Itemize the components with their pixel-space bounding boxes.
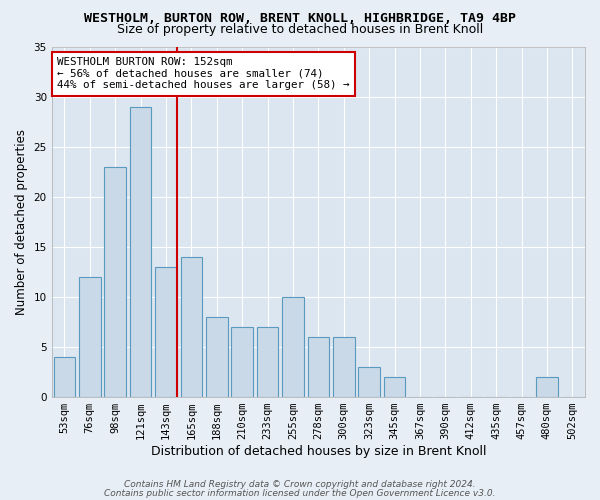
- X-axis label: Distribution of detached houses by size in Brent Knoll: Distribution of detached houses by size …: [151, 444, 486, 458]
- Bar: [79, 276, 101, 396]
- Bar: [155, 266, 177, 396]
- Bar: [232, 326, 253, 396]
- Text: Size of property relative to detached houses in Brent Knoll: Size of property relative to detached ho…: [117, 22, 483, 36]
- Text: WESTHOLM, BURTON ROW, BRENT KNOLL, HIGHBRIDGE, TA9 4BP: WESTHOLM, BURTON ROW, BRENT KNOLL, HIGHB…: [84, 12, 516, 26]
- Bar: [53, 356, 75, 397]
- Bar: [308, 336, 329, 396]
- Bar: [536, 376, 557, 396]
- Bar: [282, 296, 304, 396]
- Text: Contains public sector information licensed under the Open Government Licence v3: Contains public sector information licen…: [104, 488, 496, 498]
- Y-axis label: Number of detached properties: Number of detached properties: [15, 128, 28, 314]
- Bar: [333, 336, 355, 396]
- Bar: [358, 366, 380, 396]
- Bar: [206, 316, 227, 396]
- Text: Contains HM Land Registry data © Crown copyright and database right 2024.: Contains HM Land Registry data © Crown c…: [124, 480, 476, 489]
- Bar: [181, 256, 202, 396]
- Bar: [384, 376, 406, 396]
- Text: WESTHOLM BURTON ROW: 152sqm
← 56% of detached houses are smaller (74)
44% of sem: WESTHOLM BURTON ROW: 152sqm ← 56% of det…: [57, 57, 349, 90]
- Bar: [130, 106, 151, 397]
- Bar: [104, 166, 126, 396]
- Bar: [257, 326, 278, 396]
